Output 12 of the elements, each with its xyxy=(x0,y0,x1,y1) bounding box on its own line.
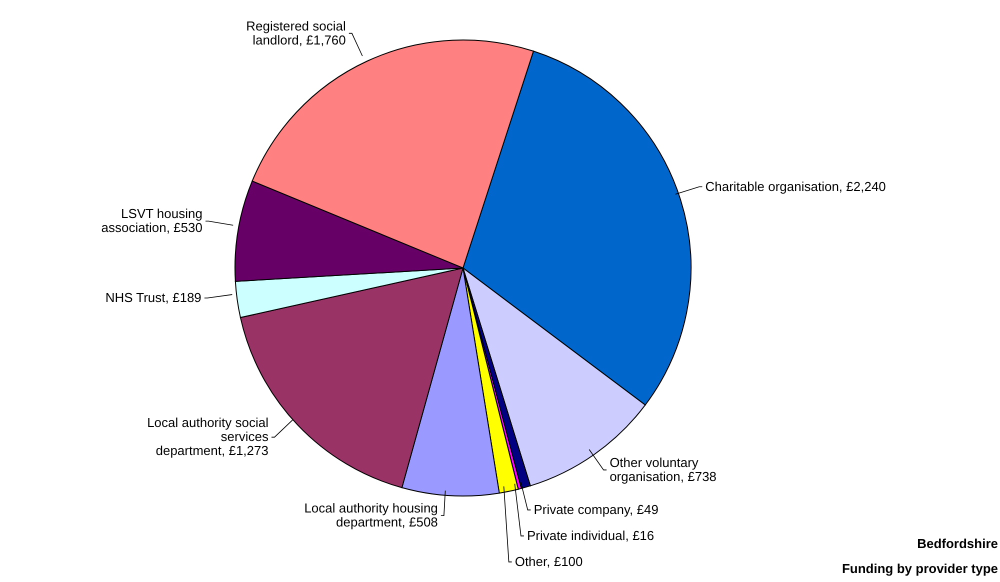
slice-label: Other voluntary organisation, £738 xyxy=(610,454,717,484)
slice-label: Private company, £49 xyxy=(534,502,658,517)
slice-label: Local authority housing department, £508 xyxy=(304,500,438,530)
slice-label: Other, £100 xyxy=(514,554,583,569)
slice-label: Local authority social services department, £1,273 xyxy=(147,415,269,458)
text: Funding by provider type xyxy=(842,561,998,576)
slice-label: LSVT housing association, £530 xyxy=(101,206,202,236)
slice-label: Private individual, £16 xyxy=(526,528,654,543)
text: Bedfordshire xyxy=(917,536,998,551)
slice-label: Charitable organisation, £2,240 xyxy=(705,178,886,194)
slice-label: NHS Trust, £189 xyxy=(105,290,202,306)
slice-label: Registered social landlord, £1,760 xyxy=(246,18,346,48)
